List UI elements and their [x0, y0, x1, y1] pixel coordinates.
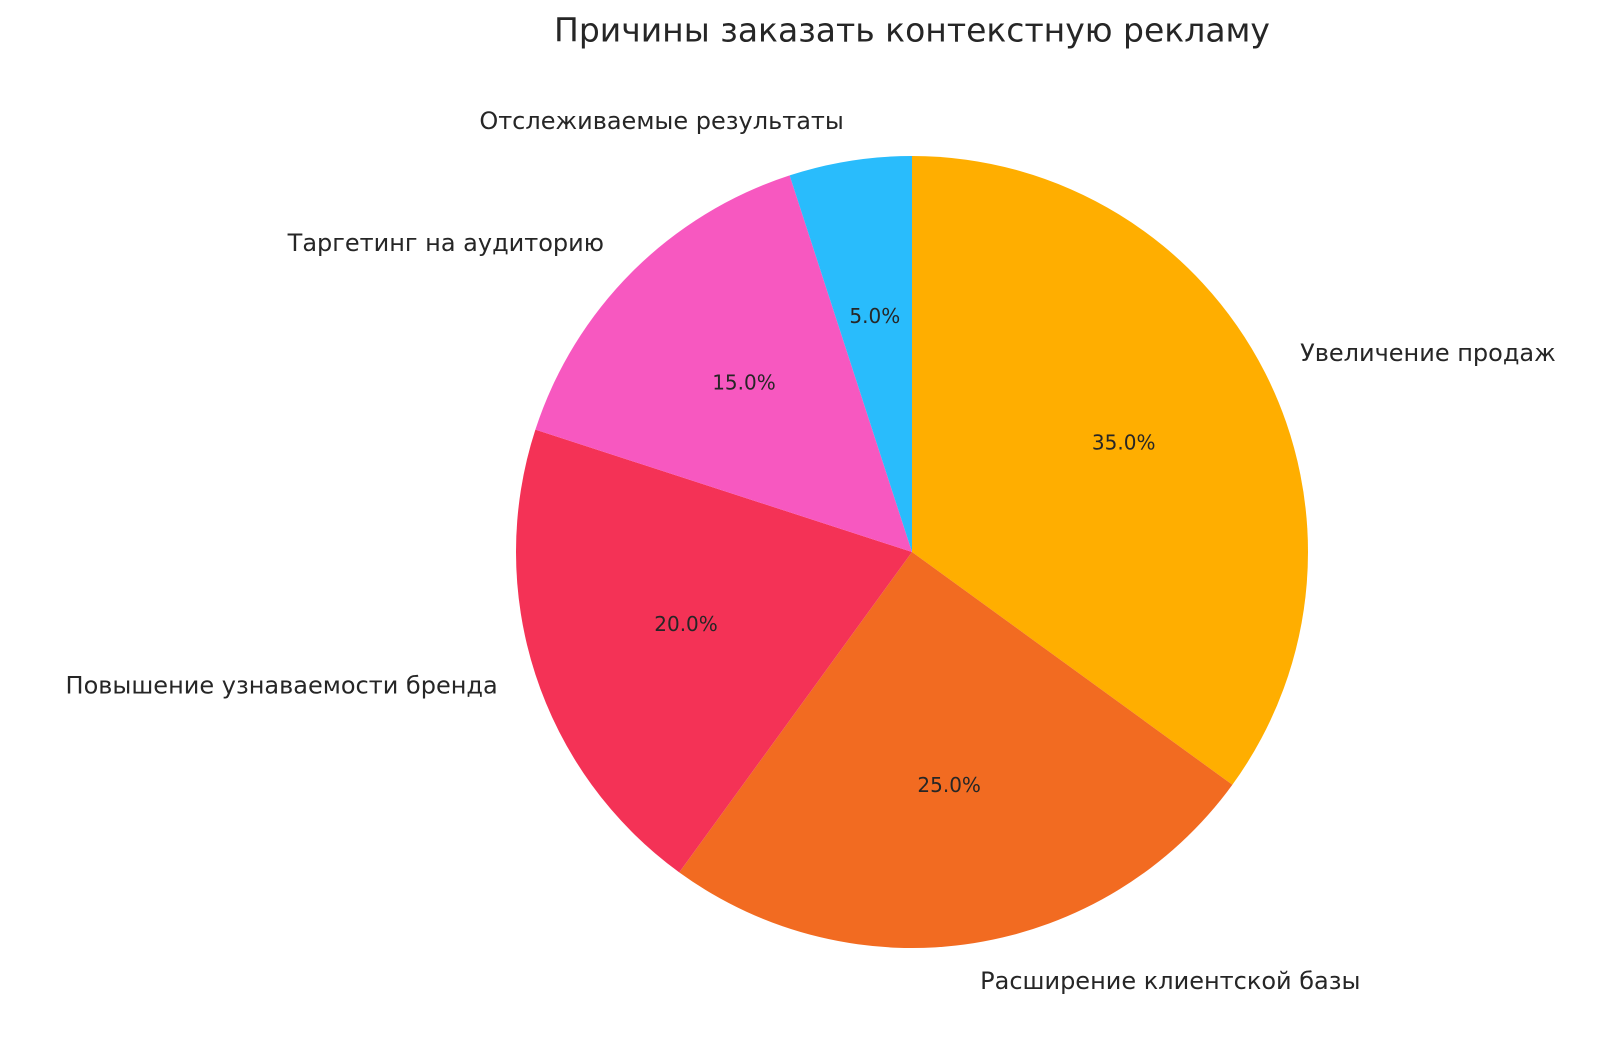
- pie-slice: [516, 429, 912, 873]
- value-label: 25.0%: [917, 773, 981, 797]
- pie-slice: [679, 552, 1233, 948]
- slice-label: Таргетинг на аудиторию: [287, 229, 604, 257]
- pie-slice: [912, 156, 1308, 785]
- value-label: 15.0%: [712, 370, 776, 394]
- chart-title: Причины заказать контекстную рекламу: [554, 11, 1270, 50]
- pie-slice: [535, 175, 912, 552]
- value-label: 20.0%: [654, 612, 718, 636]
- value-label: 5.0%: [849, 304, 900, 328]
- value-label: 35.0%: [1092, 431, 1156, 455]
- slice-label: Отслеживаемые результаты: [479, 107, 844, 135]
- slice-label: Повышение узнаваемости бренда: [66, 672, 498, 700]
- slice-label: Расширение клиентской базы: [980, 967, 1360, 995]
- slice-label: Увеличение продаж: [1300, 339, 1556, 367]
- pie-slice: [789, 156, 912, 552]
